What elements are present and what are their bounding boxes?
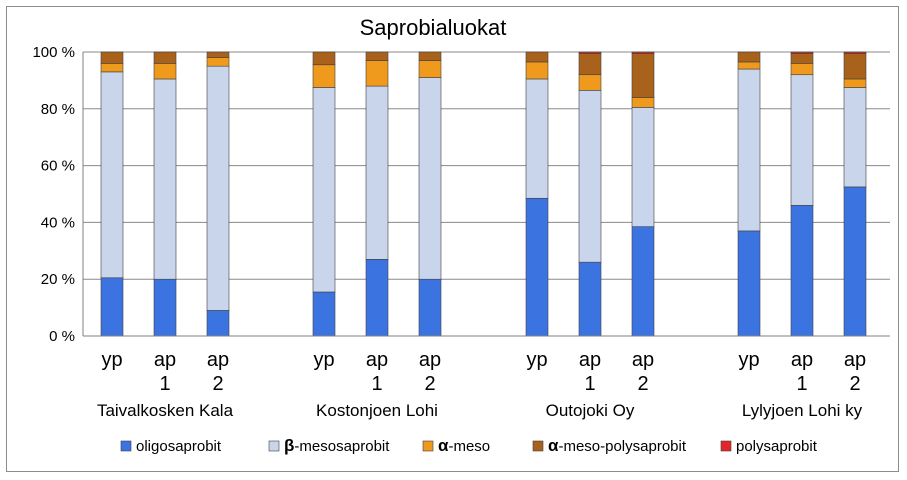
group-label: Kostonjoen Lohi bbox=[316, 401, 438, 420]
bar-segment bbox=[154, 52, 176, 63]
bar-segment bbox=[526, 52, 548, 62]
bar-segment bbox=[579, 262, 601, 336]
bar-segment bbox=[154, 279, 176, 336]
bar-segment bbox=[579, 53, 601, 74]
bar-segment bbox=[101, 72, 123, 278]
group-label: Lylyjoen Lohi ky bbox=[742, 401, 863, 420]
y-tick-label: 20 % bbox=[41, 271, 75, 288]
bar-segment bbox=[366, 86, 388, 259]
bar-segment bbox=[207, 52, 229, 58]
x-tick-label: yp bbox=[526, 349, 547, 371]
x-tick-sublabel: 2 bbox=[849, 373, 860, 395]
bar-segment bbox=[844, 79, 866, 88]
bar-segment bbox=[791, 63, 813, 74]
bar-segment bbox=[844, 88, 866, 187]
bar-segment bbox=[738, 69, 760, 231]
bar-segment bbox=[101, 52, 123, 63]
bar-segment bbox=[313, 292, 335, 336]
bar-segment bbox=[154, 63, 176, 79]
x-tick-label: yp bbox=[313, 349, 334, 371]
bar-segment bbox=[632, 53, 654, 97]
legend-swatch bbox=[533, 441, 543, 451]
bar-segment bbox=[579, 75, 601, 91]
x-tick-label: ap bbox=[154, 349, 176, 371]
legend-swatch bbox=[721, 441, 731, 451]
bar-segment bbox=[579, 90, 601, 262]
y-tick-label: 100 % bbox=[32, 44, 75, 61]
x-tick-label: yp bbox=[738, 349, 759, 371]
bar-segment bbox=[791, 52, 813, 53]
bar-segment bbox=[419, 61, 441, 78]
bar-segment bbox=[419, 279, 441, 336]
x-tick-sublabel: 2 bbox=[637, 373, 648, 395]
legend-label: α-meso-polysaprobit bbox=[548, 436, 687, 455]
x-tick-label: ap bbox=[579, 349, 601, 371]
bar-segment bbox=[844, 52, 866, 53]
x-tick-label: ap bbox=[366, 349, 388, 371]
legend-label: oligosaprobit bbox=[136, 438, 222, 455]
bar-segment bbox=[738, 231, 760, 336]
x-tick-label: yp bbox=[101, 349, 122, 371]
legend-swatch bbox=[121, 441, 131, 451]
group-label: Taivalkosken Kala bbox=[97, 401, 234, 420]
bar-segment bbox=[366, 52, 388, 61]
bar-segment bbox=[791, 75, 813, 206]
legend-label: α-meso bbox=[438, 436, 490, 455]
bar-segment bbox=[632, 52, 654, 53]
bar-segment bbox=[526, 62, 548, 79]
bar-segment bbox=[791, 205, 813, 336]
x-tick-sublabel: 1 bbox=[796, 373, 807, 395]
bar-segment bbox=[632, 227, 654, 336]
legend-label: polysaprobit bbox=[736, 438, 818, 455]
y-tick-label: 60 % bbox=[41, 158, 75, 175]
bar-segment bbox=[101, 278, 123, 336]
group-label: Outojoki Oy bbox=[546, 401, 635, 420]
chart-title: Saprobialuokat bbox=[360, 15, 507, 40]
bar-segment bbox=[207, 310, 229, 336]
x-tick-label: ap bbox=[632, 349, 654, 371]
bar-segment bbox=[419, 52, 441, 61]
x-tick-sublabel: 2 bbox=[424, 373, 435, 395]
bar-segment bbox=[791, 53, 813, 63]
y-tick-label: 80 % bbox=[41, 101, 75, 118]
bar-segment bbox=[526, 198, 548, 336]
legend-label: β-mesosaprobit bbox=[284, 436, 390, 455]
bar-segment bbox=[313, 52, 335, 65]
bar-segment bbox=[154, 79, 176, 279]
bar-segment bbox=[419, 78, 441, 280]
bar-segment bbox=[313, 65, 335, 88]
x-tick-sublabel: 2 bbox=[212, 373, 223, 395]
x-tick-label: ap bbox=[791, 349, 813, 371]
bar-segment bbox=[207, 66, 229, 310]
saprobe-chart: Saprobialuokat 0 % 20 % 40 % 60 % 80 % 100 % y… bbox=[7, 7, 898, 471]
legend-swatch bbox=[269, 441, 279, 451]
bar-segment bbox=[526, 79, 548, 198]
chart-frame: Saprobialuokat 0 % 20 % 40 % 60 % 80 % 100 % y… bbox=[6, 6, 899, 472]
x-tick-sublabel: 1 bbox=[159, 373, 170, 395]
bar-segment bbox=[101, 63, 123, 72]
bar-segment bbox=[632, 107, 654, 226]
bar-segment bbox=[207, 58, 229, 67]
x-tick-sublabel: 1 bbox=[584, 373, 595, 395]
bar-segment bbox=[632, 97, 654, 107]
bar-segment bbox=[844, 187, 866, 336]
y-tick-label: 0 % bbox=[49, 328, 75, 345]
bar-segment bbox=[738, 52, 760, 62]
bar-segment bbox=[313, 88, 335, 292]
bar-segment bbox=[366, 259, 388, 336]
bar-segment bbox=[366, 61, 388, 87]
x-tick-label: ap bbox=[844, 349, 866, 371]
y-tick-label: 40 % bbox=[41, 214, 75, 231]
bar-segment bbox=[579, 52, 601, 53]
x-tick-label: ap bbox=[207, 349, 229, 371]
legend-swatch bbox=[423, 441, 433, 451]
bar-segment bbox=[844, 53, 866, 79]
x-tick-sublabel: 1 bbox=[371, 373, 382, 395]
bar-segment bbox=[738, 62, 760, 69]
x-tick-label: ap bbox=[419, 349, 441, 371]
